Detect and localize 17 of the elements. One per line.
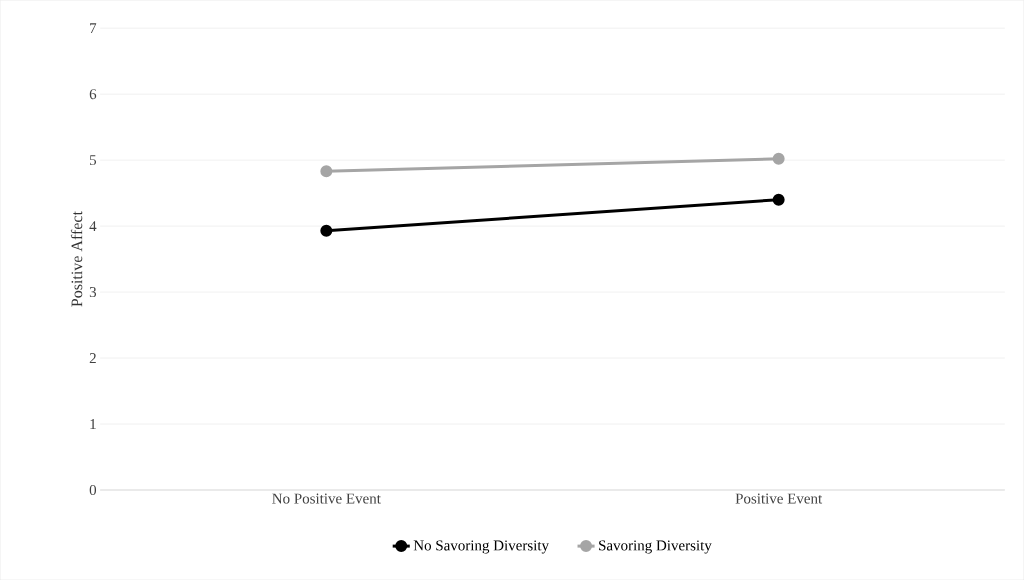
- legend-label: No Savoring Diversity: [413, 540, 549, 554]
- y-tick-label: 4: [89, 221, 97, 231]
- y-tick-label: 6: [89, 89, 97, 100]
- x-tick-label: No Positive Event: [272, 493, 381, 504]
- legend-label: Savoring Diversity: [599, 540, 712, 554]
- point: [772, 152, 785, 165]
- point: [320, 224, 333, 237]
- y-tick-label: 7: [90, 23, 97, 34]
- y-tick-label: 1: [90, 419, 96, 429]
- y-tick-label: 0: [89, 484, 97, 495]
- y-tick-label: 3: [89, 286, 97, 298]
- point: [320, 165, 333, 178]
- y-tick-label: 5: [90, 155, 97, 166]
- point: [772, 193, 785, 206]
- x-tick-label: Positive Event: [735, 493, 823, 504]
- y-axis-title: Positive Affect: [70, 211, 83, 307]
- y-tick-label: 2: [89, 353, 96, 363]
